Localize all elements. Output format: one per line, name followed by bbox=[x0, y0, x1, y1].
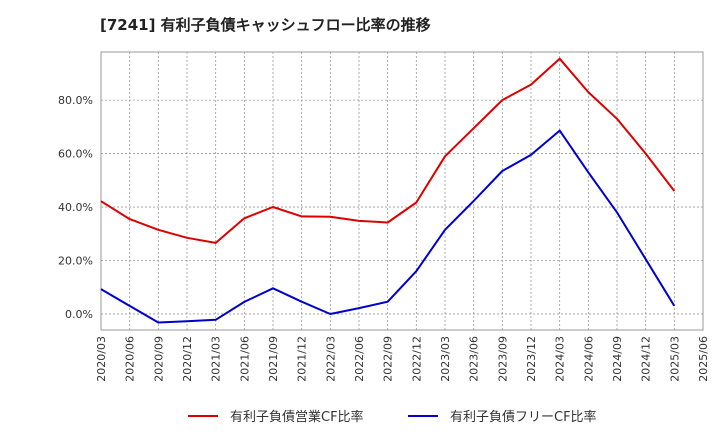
x-tick-label: 2021/06 bbox=[238, 336, 251, 382]
x-tick-label: 2022/12 bbox=[410, 336, 423, 382]
series-line-2 bbox=[100, 129, 676, 324]
y-tick-label: 20.0% bbox=[58, 255, 93, 268]
plot-area bbox=[100, 51, 704, 331]
x-tick-label: 2021/12 bbox=[296, 336, 309, 382]
x-tick-label: 2023/06 bbox=[468, 336, 481, 382]
x-tick-label: 2020/12 bbox=[181, 336, 194, 382]
legend-label-2: 有利子負債フリーCF比率 bbox=[450, 409, 597, 425]
x-tick-label: 2023/09 bbox=[496, 336, 509, 382]
series-line-1 bbox=[100, 57, 676, 244]
x-tick-label: 2021/03 bbox=[210, 336, 223, 382]
x-tick-label: 2024/03 bbox=[554, 336, 567, 382]
legend: 有利子負債営業CF比率 有利子負債フリーCF比率 bbox=[188, 409, 597, 425]
x-axis-ticks: 2020/03 2020/06 2020/09 2020/12 2021/03 2021/… bbox=[95, 336, 710, 382]
series-lines bbox=[100, 57, 676, 324]
x-tick-label: 2022/06 bbox=[353, 336, 366, 382]
x-tick-label: 2024/09 bbox=[611, 336, 624, 382]
x-tick-label: 2025/06 bbox=[697, 336, 710, 382]
y-tick-label: 80.0% bbox=[58, 94, 93, 107]
x-tick-label: 2023/03 bbox=[439, 336, 452, 382]
x-tick-label: 2025/03 bbox=[668, 336, 681, 382]
x-tick-label: 2020/03 bbox=[95, 336, 108, 382]
grid-lines bbox=[101, 52, 703, 330]
legend-label-1: 有利子負債営業CF比率 bbox=[230, 409, 364, 425]
y-axis-ticks: 0.0% 20.0% 40.0% 60.0% 80.0% bbox=[58, 94, 93, 321]
x-tick-label: 2022/03 bbox=[324, 336, 337, 382]
y-tick-label: 40.0% bbox=[58, 201, 93, 214]
chart-title: [7241] 有利子負債キャッシュフロー比率の推移 bbox=[100, 16, 431, 34]
y-tick-label: 60.0% bbox=[58, 148, 93, 161]
x-tick-label: 2022/09 bbox=[382, 336, 395, 382]
x-tick-label: 2021/09 bbox=[267, 336, 280, 382]
x-tick-label: 2020/06 bbox=[124, 336, 137, 382]
y-tick-label: 0.0% bbox=[65, 308, 93, 321]
x-tick-label: 2020/09 bbox=[152, 336, 165, 382]
x-tick-label: 2024/06 bbox=[582, 336, 595, 382]
x-tick-label: 2023/12 bbox=[525, 336, 538, 382]
x-tick-label: 2024/12 bbox=[640, 336, 653, 382]
